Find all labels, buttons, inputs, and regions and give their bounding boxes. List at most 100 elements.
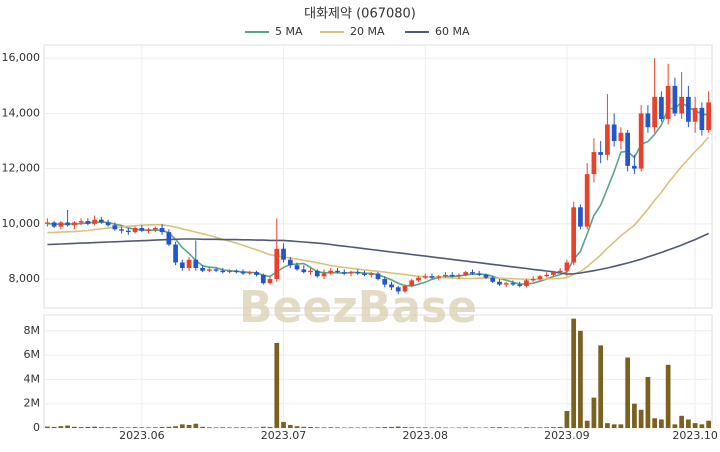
volume-bar xyxy=(396,427,401,428)
volume-bar xyxy=(92,427,97,428)
volume-bar xyxy=(490,427,495,428)
volume-bar xyxy=(166,427,171,428)
candle-body xyxy=(349,272,354,273)
volume-bar xyxy=(463,427,468,428)
volume-bar xyxy=(207,427,212,428)
volume-bar xyxy=(59,426,64,428)
candle-body xyxy=(639,113,644,168)
candle-body xyxy=(92,220,97,224)
candle-body xyxy=(585,174,590,226)
candle-body xyxy=(376,274,381,280)
volume-bar xyxy=(571,319,576,428)
candle-body xyxy=(99,220,104,223)
candle-body xyxy=(160,228,165,232)
volume-bar xyxy=(241,427,246,428)
candle-body xyxy=(659,97,664,119)
volume-bar xyxy=(301,427,306,428)
candle-body xyxy=(234,271,239,272)
candle-body xyxy=(605,124,610,154)
chart-title: 대화제약 (067080) xyxy=(304,7,416,22)
candle-body xyxy=(551,272,556,275)
candle-body xyxy=(673,86,678,114)
volume-bar xyxy=(106,427,111,428)
candle-body xyxy=(227,271,232,272)
volume-bar xyxy=(423,427,428,428)
volume-bar xyxy=(700,424,705,428)
legend-label: 5 MA xyxy=(275,25,303,38)
candle-body xyxy=(207,269,212,270)
volume-bar xyxy=(119,427,124,428)
candle-body xyxy=(423,276,428,277)
x-tick-label: 2023.09 xyxy=(544,429,590,442)
volume-bar xyxy=(126,427,131,428)
y-tick-label: 14,000 xyxy=(2,106,41,119)
candle-body xyxy=(369,274,374,275)
candle-body xyxy=(497,282,502,285)
candle-body xyxy=(322,274,327,277)
volume-bar xyxy=(544,427,549,428)
volume-bar xyxy=(376,427,381,428)
volume-bar xyxy=(153,427,158,428)
candle-body xyxy=(146,229,151,230)
candle-body xyxy=(112,225,117,229)
y-tick-label: 0 xyxy=(33,421,40,434)
volume-bar xyxy=(389,427,394,428)
volume-bar xyxy=(72,427,77,428)
volume-bar xyxy=(565,411,570,428)
volume-bar xyxy=(146,427,151,428)
candle-body xyxy=(504,283,509,284)
candle-body xyxy=(612,124,617,141)
volume-bar xyxy=(619,424,624,428)
candle-body xyxy=(430,276,435,277)
x-tick-label: 2023.06 xyxy=(119,429,165,442)
volume-bar xyxy=(585,421,590,428)
volume-bar xyxy=(173,426,178,428)
candle-body xyxy=(200,268,205,271)
candle-body xyxy=(214,269,219,270)
volume-bar xyxy=(551,427,556,428)
candle-body xyxy=(511,283,516,284)
volume-bar xyxy=(335,427,340,428)
volume-bar xyxy=(227,427,232,428)
volume-bar xyxy=(679,416,684,428)
candle-body xyxy=(187,260,192,268)
candle-body xyxy=(686,97,691,122)
volume-bar xyxy=(558,427,563,428)
y-tick-label: 10,000 xyxy=(2,217,41,230)
candle-body xyxy=(443,275,448,276)
candle-body xyxy=(571,207,576,262)
candle-body xyxy=(517,285,522,286)
candle-body xyxy=(126,231,131,232)
candle-body xyxy=(119,229,124,230)
legend-label: 60 MA xyxy=(435,25,470,38)
volume-bar xyxy=(612,424,617,428)
x-tick-label: 2023.07 xyxy=(261,429,307,442)
candle-body xyxy=(484,275,489,278)
candle-body xyxy=(328,271,333,274)
candle-body xyxy=(301,269,306,272)
volume-bar xyxy=(497,427,502,428)
candle-body xyxy=(632,166,637,169)
volume-bar xyxy=(598,345,603,428)
volume-bar xyxy=(349,427,354,428)
candle-body xyxy=(295,265,300,269)
volume-bar xyxy=(79,427,84,428)
x-tick-label: 2023.08 xyxy=(402,429,448,442)
y-tick-label: 8,000 xyxy=(9,272,41,285)
candle-body xyxy=(335,271,340,272)
candle-body xyxy=(362,274,367,275)
candle-body xyxy=(85,221,90,224)
y-tick-label: 12,000 xyxy=(2,162,41,175)
candle-body xyxy=(315,271,320,277)
volume-bar xyxy=(160,427,165,428)
candle-body xyxy=(52,222,57,226)
candle-body xyxy=(565,262,570,270)
volume-bar xyxy=(322,427,327,428)
candle-body xyxy=(477,274,482,275)
volume-bar xyxy=(686,419,691,428)
volume-bar xyxy=(328,427,333,428)
volume-bar xyxy=(436,427,441,428)
candle-body xyxy=(133,228,138,232)
candle-body xyxy=(490,278,495,282)
